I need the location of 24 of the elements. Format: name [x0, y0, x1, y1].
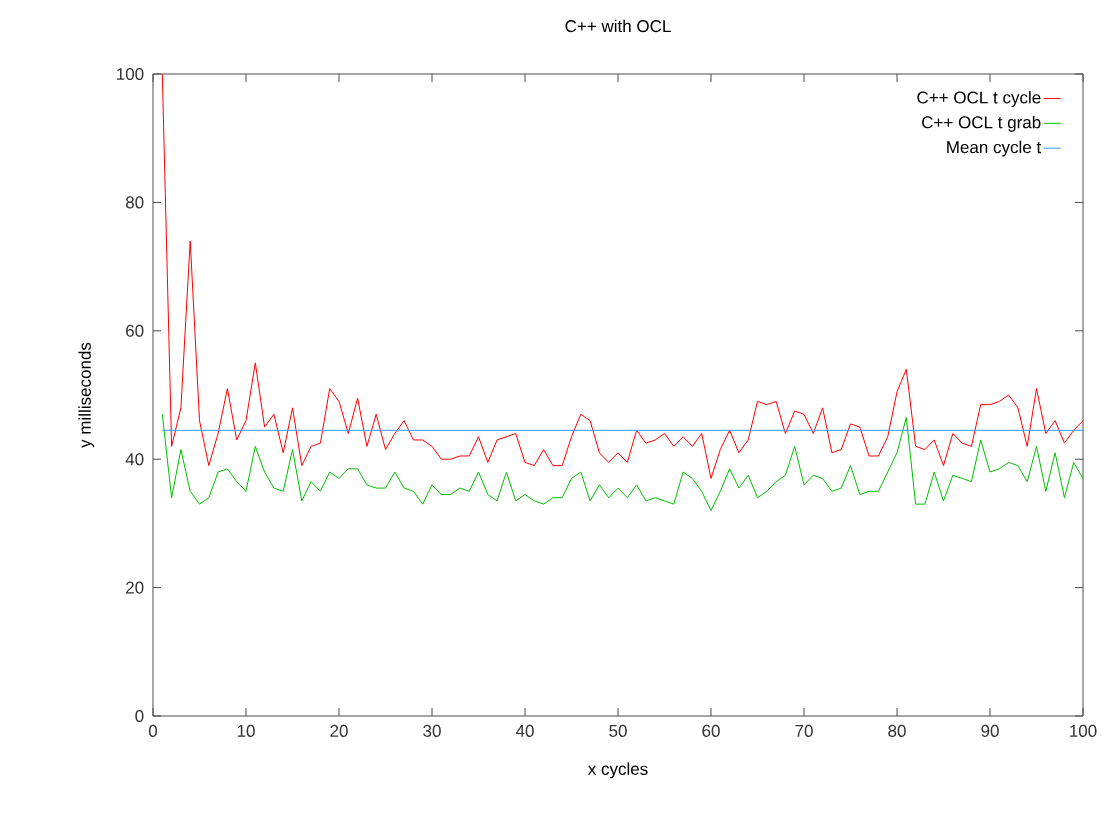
x-tick-label: 70: [795, 724, 813, 737]
x-tick-label: 0: [148, 724, 158, 737]
y-tick-label: 60: [126, 324, 144, 337]
x-tick-label: 80: [888, 724, 906, 737]
chart-title: C++ with OCL: [565, 19, 671, 33]
legend-label: C++ OCL t grab: [922, 115, 1041, 132]
x-tick-label: 10: [237, 724, 255, 737]
x-axis-title: x cycles: [587, 762, 648, 779]
x-tick-label: 60: [702, 724, 720, 737]
line-series: [161, 413, 1084, 512]
y-tick-label: 0: [135, 709, 144, 723]
x-tick-label: 20: [330, 724, 348, 737]
y-tick-label: 100: [117, 67, 144, 81]
y-tick-label: 40: [125, 453, 144, 466]
x-tick-label: 40: [515, 724, 534, 737]
x-tick-label: 100: [1070, 724, 1097, 737]
y-axis-title: y milliseconds: [78, 342, 95, 448]
y-tick-label: 80: [125, 196, 144, 209]
x-tick-label: 30: [423, 724, 441, 737]
x-tick-label: 90: [981, 724, 999, 737]
legend-label: C++ OCL t cycle: [917, 91, 1041, 107]
legend-label: Mean cycle t: [947, 140, 1042, 157]
y-tick-label: 20: [126, 581, 144, 594]
x-tick-label: 50: [609, 724, 627, 737]
